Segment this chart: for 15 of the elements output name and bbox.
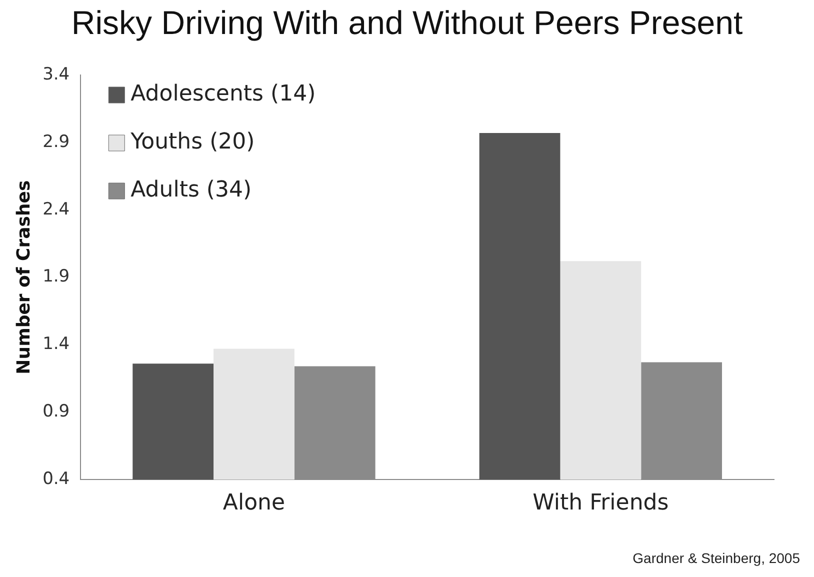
y-tick-label: 0.4 [42,469,70,490]
y-tick-label: 2.9 [42,132,70,152]
legend-label: Adults (34) [130,178,252,203]
x-tick-label: With Friends [532,490,669,516]
x-tick-label: Alone [222,490,286,516]
legend-label: Youths (20) [130,130,255,155]
y-tick-label: 3.4 [42,64,70,84]
chart-title: Risky Driving With and Without Peers Present [70,4,744,42]
legend-label: Adolescents (14) [130,82,316,107]
y-tick-label: 0.9 [42,402,70,422]
text: Gardner & Steinberg, 2005 [632,550,800,566]
y-tick-label: 1.9 [42,266,70,287]
y-tick-label: 1.4 [42,334,70,354]
y-axis-title: Number of Crashes [13,180,34,374]
y-tick-label: 2.4 [42,199,70,220]
